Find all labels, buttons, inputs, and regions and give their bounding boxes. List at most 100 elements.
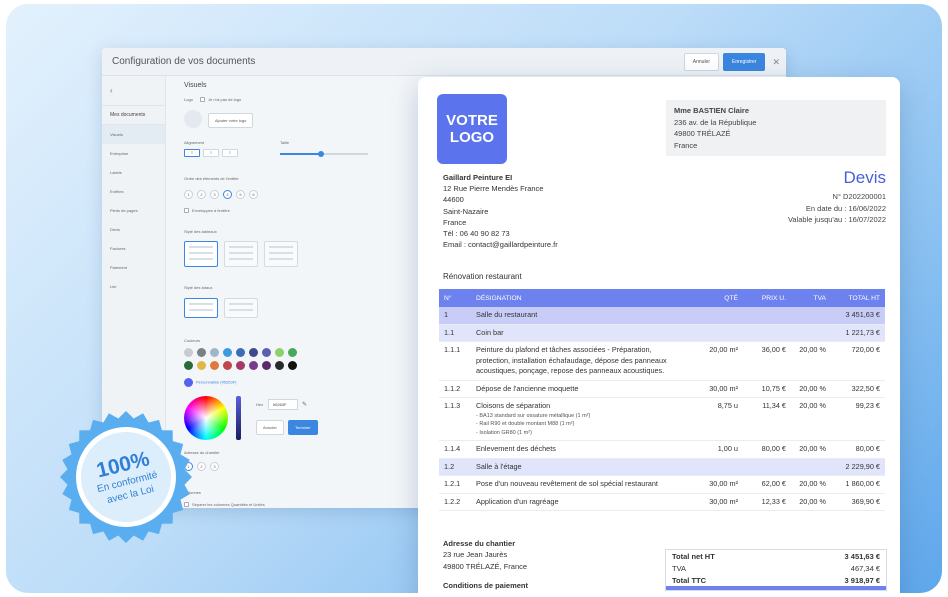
- order-option[interactable]: 1: [184, 190, 193, 199]
- color-swatch[interactable]: [210, 348, 219, 357]
- cell-qty-text: 30,00 m²: [709, 479, 738, 488]
- align-center-option[interactable]: ≡: [203, 149, 219, 157]
- align-left-option[interactable]: ≡: [184, 149, 200, 157]
- document-type: Devis: [843, 168, 886, 187]
- logo-line-2: LOGO: [449, 129, 495, 146]
- add-logo-button[interactable]: Ajouter votre logo: [208, 113, 254, 128]
- cell-num: 1.1: [439, 324, 471, 342]
- envelope-checkbox[interactable]: Enveloppes à fenêtre: [184, 208, 230, 214]
- cell-vat: 20,00 %: [791, 493, 831, 511]
- cell-qty: [691, 324, 743, 342]
- cell-label-text: Salle à l'étage: [476, 461, 522, 471]
- cell-total: 369,90 €: [831, 493, 885, 511]
- color-swatch[interactable]: [197, 348, 206, 357]
- table-row: 1.1.1 Peinture du plafond et tâches assoc…: [439, 341, 885, 381]
- cell-label: Pose d'un nouveau revêtement de sol spéc…: [471, 475, 691, 494]
- company-phone: Tél : 06 40 90 82 73: [443, 229, 510, 239]
- client-name: Mme BASTIEN Claire: [674, 106, 750, 115]
- color-swatch[interactable]: [210, 361, 219, 370]
- company-email: Email : contact@gaillardpeinture.fr: [443, 240, 558, 250]
- sidebar-item[interactable]: Pieds de pages: [110, 208, 138, 213]
- picker-cancel-button[interactable]: Annuler: [256, 420, 284, 435]
- custom-color-option[interactable]: Personnalisé (#5263F): [184, 378, 236, 387]
- cell-num-text: 1.1.2: [444, 383, 461, 393]
- cell-num-text: 1.2: [444, 461, 455, 471]
- size-slider-knob[interactable]: [318, 151, 324, 157]
- cell-price: [743, 324, 791, 342]
- picker-ok-button[interactable]: Terminer: [288, 420, 318, 435]
- color-swatch[interactable]: [275, 348, 284, 357]
- sidebar-item[interactable]: Labels: [110, 170, 122, 175]
- site-address-option[interactable]: 3: [210, 462, 219, 471]
- color-swatch[interactable]: [184, 348, 193, 357]
- line-note: - BA13 standard sur ossature métallique …: [476, 412, 591, 419]
- align-right-option[interactable]: ≡: [222, 149, 238, 157]
- totals-style-label: Style des totaux: [184, 285, 213, 290]
- table-style-2[interactable]: [224, 241, 258, 267]
- color-wheel[interactable]: [184, 396, 228, 440]
- no-logo-checkbox[interactable]: Je n'ai pas de logo: [200, 97, 241, 103]
- cell-total-text: 720,00 €: [851, 345, 880, 354]
- close-icon[interactable]: ✕: [772, 56, 780, 67]
- sidebar-item[interactable]: Entreprise: [110, 151, 129, 156]
- cell-vat-text: 20,00 %: [799, 479, 826, 488]
- columns-checkbox[interactable]: Séparer les colonnes Quantités et Unités: [184, 502, 265, 508]
- totals-row: Total net HT 3 451,63 €: [666, 550, 886, 562]
- cell-label: Coin bar: [471, 324, 691, 342]
- order-option[interactable]: 4: [223, 190, 232, 199]
- sidebar-item[interactable]: Devis: [110, 227, 121, 232]
- color-swatch[interactable]: [249, 361, 258, 370]
- table-style-1[interactable]: [184, 241, 218, 267]
- order-option[interactable]: 6: [249, 190, 258, 199]
- cancel-button[interactable]: Annuler: [683, 53, 719, 71]
- color-swatch[interactable]: [288, 348, 297, 357]
- sidebar-item[interactable]: Paiement: [110, 265, 127, 270]
- totals-style-1[interactable]: [184, 298, 218, 318]
- cell-vat: 20,00 %: [791, 475, 831, 494]
- cell-num: 1.2.2: [439, 493, 471, 511]
- color-swatch[interactable]: [184, 361, 193, 370]
- save-button[interactable]: Enregistrer: [723, 53, 766, 71]
- color-swatch[interactable]: [275, 361, 284, 370]
- columns-label: Colonnes: [184, 490, 201, 495]
- color-swatch[interactable]: [223, 361, 232, 370]
- cell-label-text: Dépose de l'ancienne moquette: [476, 383, 579, 393]
- cell-vat: 20,00 %: [791, 380, 831, 398]
- cell-total: 80,00 €: [831, 440, 885, 459]
- table-style-3[interactable]: [264, 241, 298, 267]
- color-swatch[interactable]: [236, 348, 245, 357]
- cell-total: 1 221,73 €: [831, 324, 885, 342]
- color-swatch[interactable]: [249, 348, 258, 357]
- eyedropper-icon[interactable]: ✎: [302, 402, 308, 408]
- brightness-slider[interactable]: [236, 396, 241, 440]
- cell-label: Application d'un ragréage: [471, 493, 691, 511]
- color-swatch[interactable]: [262, 348, 271, 357]
- hex-input[interactable]: #5263F: [268, 399, 298, 410]
- totals-label: TVA: [672, 563, 687, 573]
- company-name: Gaillard Peinture EI: [443, 173, 513, 182]
- sidebar-item[interactable]: Factures: [110, 246, 126, 251]
- color-swatch[interactable]: [197, 361, 206, 370]
- color-swatch[interactable]: [262, 361, 271, 370]
- order-option[interactable]: 2: [197, 190, 206, 199]
- color-swatch[interactable]: [288, 361, 297, 370]
- size-slider[interactable]: [280, 151, 368, 157]
- col-vat: TVA: [791, 289, 831, 307]
- col-num: N°: [439, 289, 471, 307]
- cell-vat: 20,00 %: [791, 397, 831, 441]
- order-option[interactable]: 3: [210, 190, 219, 199]
- cell-num-text: 1.2.1: [444, 479, 461, 488]
- sidebar-item[interactable]: Visuels: [102, 125, 165, 144]
- sidebar-item[interactable]: Entêtes: [110, 189, 124, 194]
- totals-style-2[interactable]: [224, 298, 258, 318]
- back-chevron-icon[interactable]: ‹: [110, 86, 113, 95]
- totals-row: Total TTC 3 918,97 €: [666, 574, 886, 586]
- cell-qty: 20,00 m²: [691, 341, 743, 381]
- compliance-badge: 100% En conformité avec la Loi: [59, 410, 193, 544]
- sidebar-item[interactable]: Lier: [110, 284, 117, 289]
- totals-value: 3 451,63 €: [844, 551, 880, 561]
- color-swatch[interactable]: [223, 348, 232, 357]
- site-address-option[interactable]: 2: [197, 462, 206, 471]
- color-swatch[interactable]: [236, 361, 245, 370]
- order-option[interactable]: 5: [236, 190, 245, 199]
